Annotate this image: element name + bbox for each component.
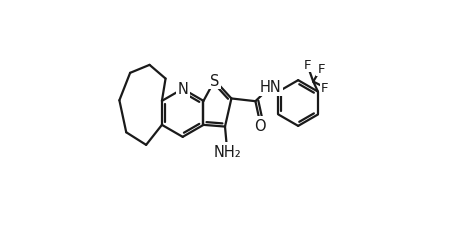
Text: S: S [210, 73, 220, 88]
Text: N: N [177, 82, 188, 97]
Text: F: F [304, 59, 311, 72]
Text: O: O [255, 118, 266, 133]
Text: NH₂: NH₂ [213, 144, 241, 160]
Text: F: F [317, 63, 325, 75]
Text: F: F [321, 81, 328, 94]
Text: HN: HN [260, 80, 282, 95]
